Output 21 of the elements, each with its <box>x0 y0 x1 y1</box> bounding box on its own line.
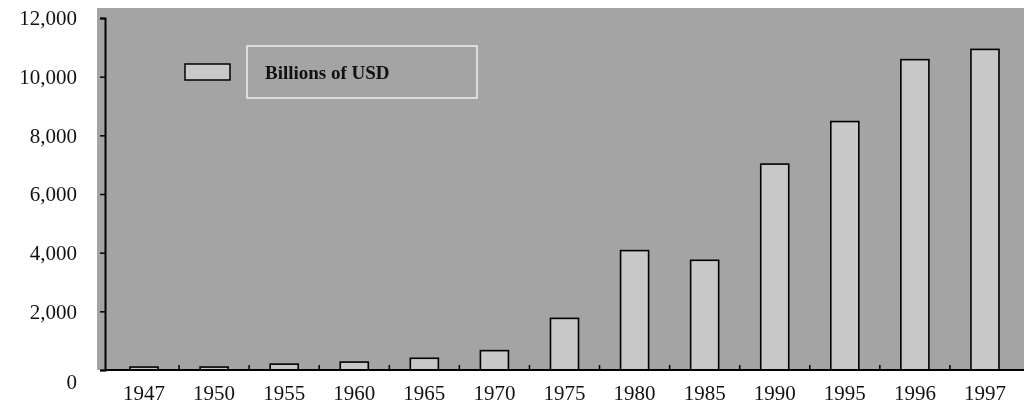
x-tick-label: 1995 <box>823 381 866 405</box>
y-tick-label: 2,000 <box>29 299 77 324</box>
x-tick-label: 1980 <box>613 381 656 405</box>
x-tick-label: 1985 <box>683 381 726 405</box>
x-tick-label: 1970 <box>473 381 516 405</box>
y-tick-label: 10,000 <box>19 64 77 89</box>
x-tick-label: 1960 <box>333 381 376 405</box>
x-tick-label: 1975 <box>543 381 586 405</box>
x-tick-label: 1997 <box>963 381 1006 405</box>
y-tick-label: 6,000 <box>29 182 77 207</box>
x-tick-label: 1955 <box>263 381 306 405</box>
y-tick-label: 8,000 <box>29 123 77 148</box>
x-tick-label: 1996 <box>893 381 936 405</box>
y-tick-label: 4,000 <box>29 240 77 265</box>
x-tick-label: 1950 <box>193 381 236 405</box>
x-tick-label: 1965 <box>403 381 446 405</box>
legend-label: Billions of USD <box>265 61 390 83</box>
y-tick-label: 12,000 <box>19 6 77 31</box>
y-tick-label: 0 <box>66 370 77 395</box>
x-tick-label: 1947 <box>123 381 166 405</box>
x-tick-label: 1990 <box>753 381 796 405</box>
